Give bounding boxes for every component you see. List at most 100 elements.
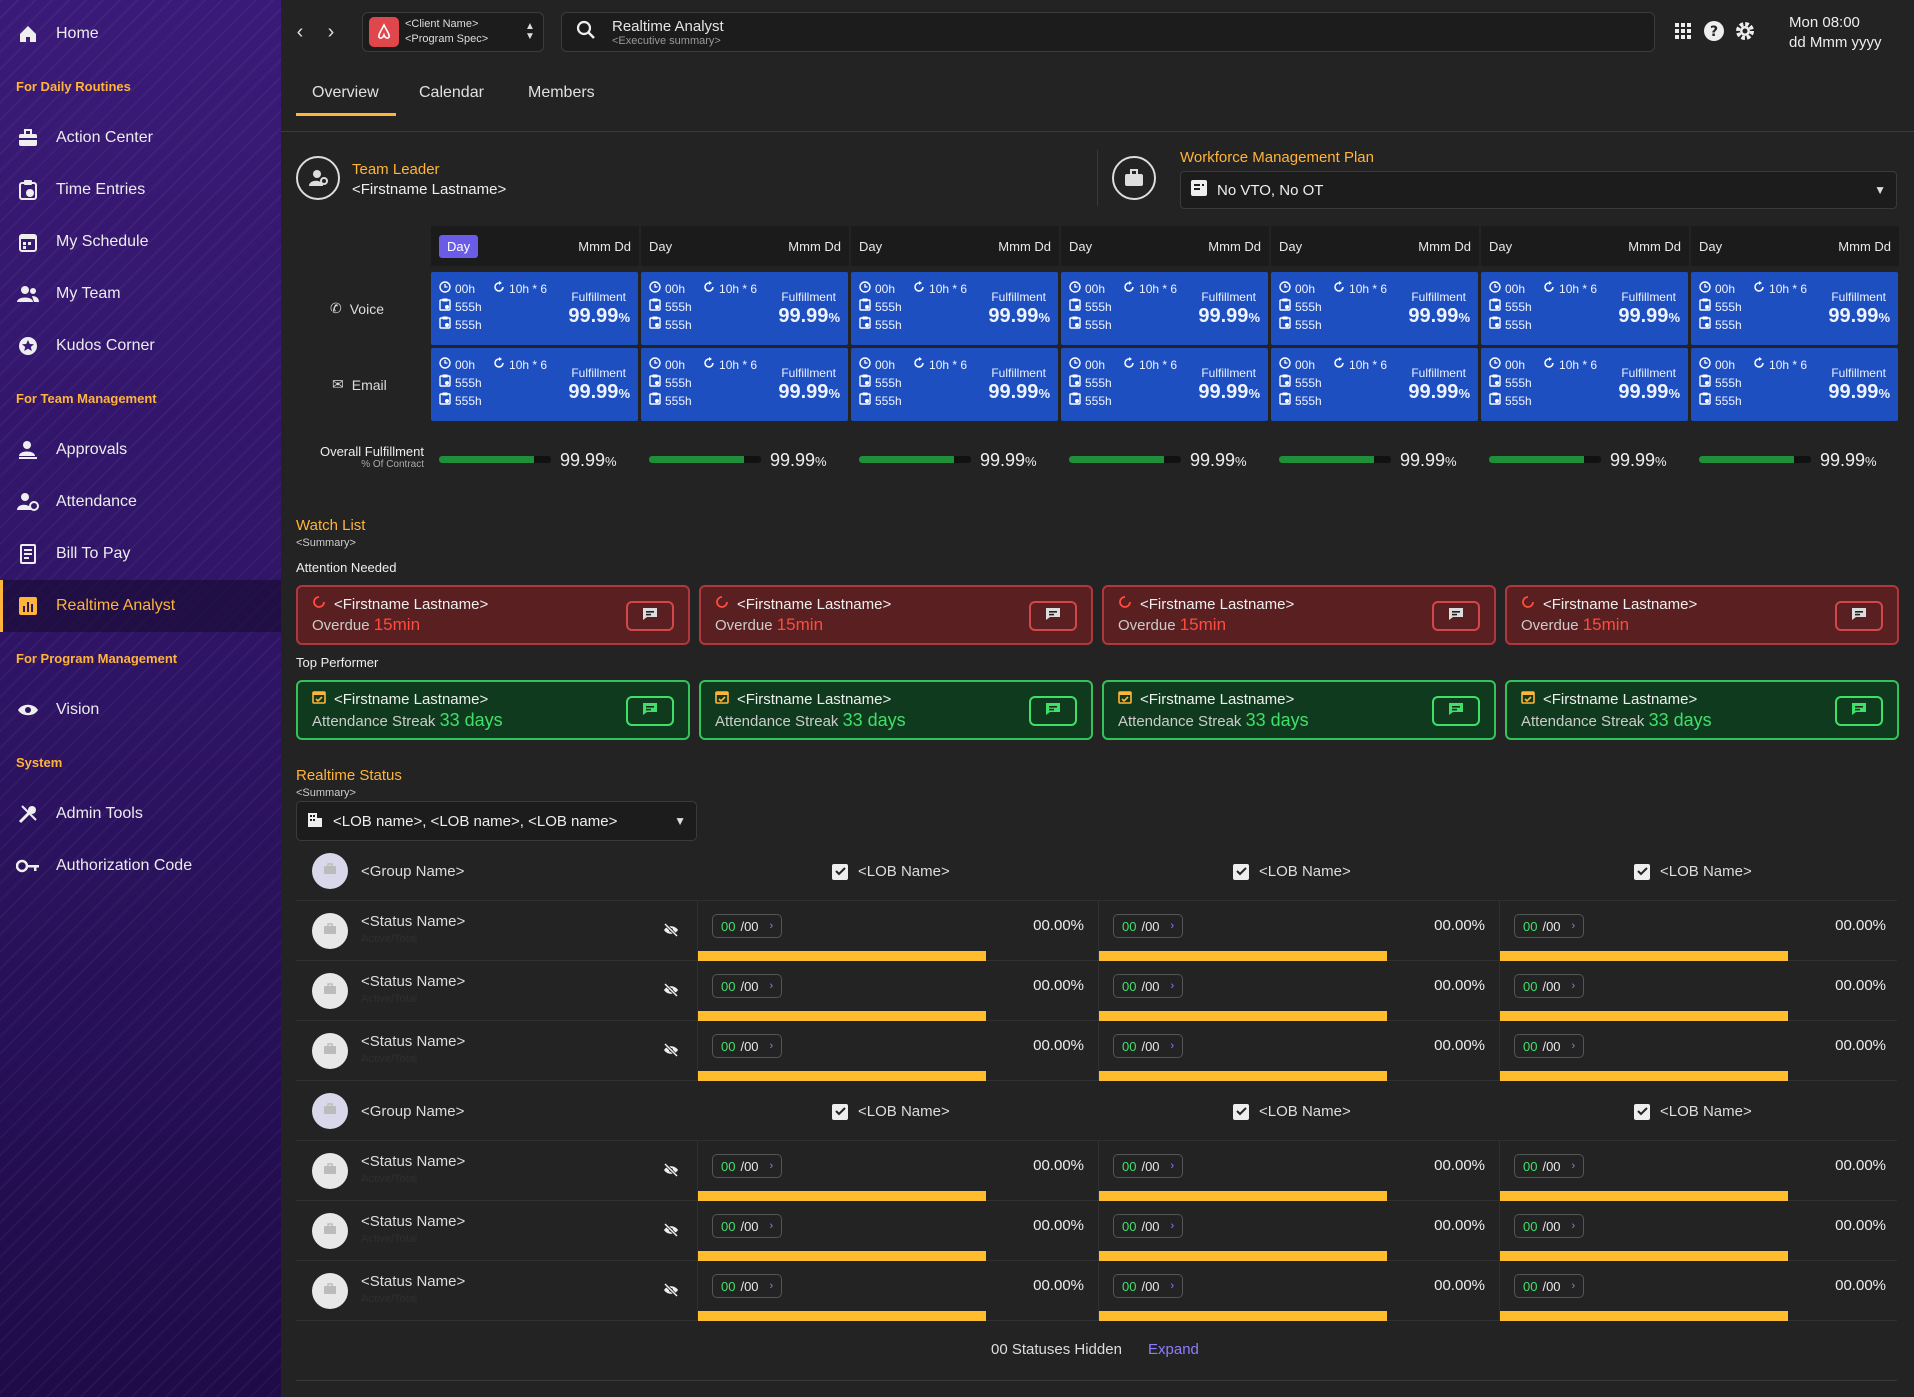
checkbox-checked-icon[interactable] — [832, 1103, 848, 1120]
hide-status-icon[interactable] — [663, 922, 679, 942]
count-pill[interactable]: 00/00 › — [1113, 1034, 1184, 1058]
lob-header[interactable]: <LOB Name> — [1634, 1103, 1752, 1120]
count-pill[interactable]: 00/00 › — [1514, 1034, 1585, 1058]
lob-header[interactable]: <LOB Name> — [1233, 1103, 1351, 1120]
count-pill[interactable]: 00/00 › — [712, 1214, 783, 1238]
fulfillment-cell[interactable]: 00h 10h * 6 555h 555h Fulfillment 99.99% — [641, 348, 848, 421]
lob-header[interactable]: <LOB Name> — [1634, 863, 1752, 880]
fulfillment-cell[interactable]: 00h 10h * 6 555h 555h Fulfillment 99.99% — [1271, 272, 1478, 345]
day-header[interactable]: Day Mmm Dd — [851, 226, 1059, 266]
day-header[interactable]: Day Mmm Dd — [1691, 226, 1899, 266]
attention-card[interactable]: <Firstname Lastname> Overdue 15min — [1505, 585, 1899, 645]
expand-link[interactable]: Expand — [1148, 1341, 1199, 1358]
count-pill[interactable]: 00/00 › — [712, 1274, 783, 1298]
checkbox-checked-icon[interactable] — [1634, 1103, 1650, 1120]
count-pill[interactable]: 00/00 › — [1113, 914, 1184, 938]
sidebar-item-approvals[interactable]: Approvals — [0, 424, 281, 476]
search-bar[interactable]: Realtime Analyst <Executive summary> — [561, 12, 1655, 52]
message-button[interactable] — [1835, 696, 1883, 726]
help-icon[interactable]: ? — [1703, 20, 1725, 47]
count-pill[interactable]: 00/00 › — [1113, 974, 1184, 998]
sidebar-item-action-center[interactable]: Action Center — [0, 112, 281, 164]
lob-header[interactable]: <LOB Name> — [832, 863, 950, 880]
tab-calendar[interactable]: Calendar — [419, 84, 484, 101]
count-pill[interactable]: 00/00 › — [1113, 1154, 1184, 1178]
fulfillment-cell[interactable]: 00h 10h * 6 555h 555h Fulfillment 99.99% — [851, 272, 1058, 345]
checkbox-checked-icon[interactable] — [1233, 1103, 1249, 1120]
sidebar-item-attendance[interactable]: Attendance — [0, 476, 281, 528]
count-pill[interactable]: 00/00 › — [1514, 914, 1585, 938]
checkbox-checked-icon[interactable] — [832, 863, 848, 880]
attention-card[interactable]: <Firstname Lastname> Overdue 15min — [296, 585, 690, 645]
tab-overview[interactable]: Overview — [296, 84, 396, 116]
fulfillment-cell[interactable]: 00h 10h * 6 555h 555h Fulfillment 99.99% — [1481, 348, 1688, 421]
hide-status-icon[interactable] — [663, 1282, 679, 1302]
fulfillment-cell[interactable]: 00h 10h * 6 555h 555h Fulfillment 99.99% — [1061, 272, 1268, 345]
fulfillment-cell[interactable]: 00h 10h * 6 555h 555h Fulfillment 99.99% — [1481, 272, 1688, 345]
day-header[interactable]: Day Mmm Dd — [431, 226, 639, 266]
message-button[interactable] — [1432, 696, 1480, 726]
count-pill[interactable]: 00/00 › — [712, 914, 783, 938]
sidebar-item-realtime-analyst[interactable]: Realtime Analyst — [0, 580, 281, 632]
message-button[interactable] — [1432, 601, 1480, 631]
sidebar-item-vision[interactable]: Vision — [0, 684, 281, 736]
sidebar-item-home[interactable]: Home — [0, 8, 281, 60]
sidebar-item-kudos-corner[interactable]: Kudos Corner — [0, 320, 281, 372]
sidebar-item-bill-to-pay[interactable]: Bill To Pay — [0, 528, 281, 580]
client-selector[interactable]: <Client Name> <Program Spec> ▲ ▼ — [362, 12, 544, 52]
fulfillment-cell[interactable]: 00h 10h * 6 555h 555h Fulfillment 99.99% — [431, 348, 638, 421]
day-header[interactable]: Day Mmm Dd — [1271, 226, 1479, 266]
day-header[interactable]: Day Mmm Dd — [1061, 226, 1269, 266]
count-pill[interactable]: 00/00 › — [712, 1034, 783, 1058]
top-performer-card[interactable]: <Firstname Lastname> Attendance Streak 33… — [1102, 680, 1496, 740]
fulfillment-cell[interactable]: 00h 10h * 6 555h 555h Fulfillment 99.99% — [1691, 348, 1898, 421]
fulfillment-cell[interactable]: 00h 10h * 6 555h 555h Fulfillment 99.99% — [641, 272, 848, 345]
attention-card[interactable]: <Firstname Lastname> Overdue 15min — [1102, 585, 1496, 645]
count-pill[interactable]: 00/00 › — [1514, 974, 1585, 998]
sidebar-item-my-schedule[interactable]: My Schedule — [0, 216, 281, 268]
top-performer-card[interactable]: <Firstname Lastname> Attendance Streak 33… — [699, 680, 1093, 740]
attention-card[interactable]: <Firstname Lastname> Overdue 15min — [699, 585, 1093, 645]
count-pill[interactable]: 00/00 › — [1514, 1214, 1585, 1238]
message-button[interactable] — [1029, 696, 1077, 726]
checkbox-checked-icon[interactable] — [1233, 863, 1249, 880]
sidebar-item-admin-tools[interactable]: Admin Tools — [0, 788, 281, 840]
hide-status-icon[interactable] — [663, 1162, 679, 1182]
count-pill[interactable]: 00/00 › — [712, 974, 783, 998]
lob-select[interactable]: <LOB name>, <LOB name>, <LOB name> ▼ — [296, 801, 697, 841]
day-header[interactable]: Day Mmm Dd — [641, 226, 849, 266]
count-pill[interactable]: 00/00 › — [1113, 1214, 1184, 1238]
count-pill[interactable]: 00/00 › — [1514, 1274, 1585, 1298]
sidebar-item-my-team[interactable]: My Team — [0, 268, 281, 320]
gear-icon[interactable] — [1734, 20, 1756, 47]
forward-icon[interactable]: › — [327, 20, 335, 43]
day-header[interactable]: Day Mmm Dd — [1481, 226, 1689, 266]
clipboard-clock-icon — [859, 374, 871, 392]
count-pill[interactable]: 00/00 › — [1514, 1154, 1585, 1178]
message-button[interactable] — [1029, 601, 1077, 631]
sidebar-item-time-entries[interactable]: Time Entries — [0, 164, 281, 216]
fulfillment-cell[interactable]: 00h 10h * 6 555h 555h Fulfillment 99.99% — [1061, 348, 1268, 421]
tab-members[interactable]: Members — [528, 84, 595, 101]
hide-status-icon[interactable] — [663, 982, 679, 1002]
sidebar-item-authorization-code[interactable]: Authorization Code — [0, 840, 281, 892]
top-performer-card[interactable]: <Firstname Lastname> Attendance Streak 33… — [296, 680, 690, 740]
hide-status-icon[interactable] — [663, 1222, 679, 1242]
hide-status-icon[interactable] — [663, 1042, 679, 1062]
count-pill[interactable]: 00/00 › — [712, 1154, 783, 1178]
message-button[interactable] — [626, 696, 674, 726]
fulfillment-cell[interactable]: 00h 10h * 6 555h 555h Fulfillment 99.99% — [1271, 348, 1478, 421]
apps-grid-icon[interactable] — [1674, 22, 1692, 45]
lob-header[interactable]: <LOB Name> — [832, 1103, 950, 1120]
fulfillment-cell[interactable]: 00h 10h * 6 555h 555h Fulfillment 99.99% — [1691, 272, 1898, 345]
count-pill[interactable]: 00/00 › — [1113, 1274, 1184, 1298]
back-icon[interactable]: ‹ — [296, 20, 304, 43]
message-button[interactable] — [626, 601, 674, 631]
message-button[interactable] — [1835, 601, 1883, 631]
top-performer-card[interactable]: <Firstname Lastname> Attendance Streak 33… — [1505, 680, 1899, 740]
lob-header[interactable]: <LOB Name> — [1233, 863, 1351, 880]
fulfillment-cell[interactable]: 00h 10h * 6 555h 555h Fulfillment 99.99% — [431, 272, 638, 345]
wfm-select[interactable]: No VTO, No OT ▼ — [1180, 171, 1897, 209]
checkbox-checked-icon[interactable] — [1634, 863, 1650, 880]
fulfillment-cell[interactable]: 00h 10h * 6 555h 555h Fulfillment 99.99% — [851, 348, 1058, 421]
